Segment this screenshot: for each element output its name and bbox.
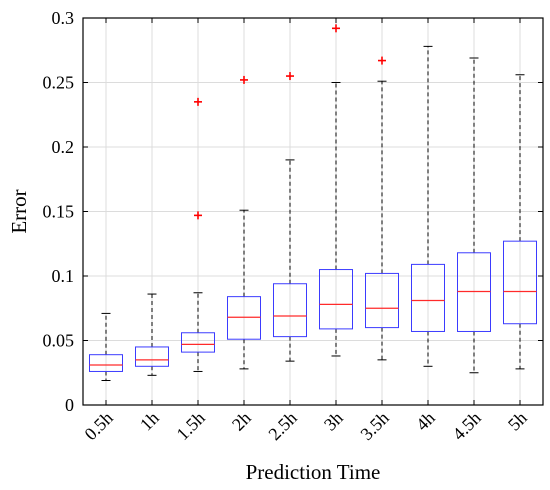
box-series xyxy=(89,24,537,381)
y-tick-label: 0.1 xyxy=(52,266,75,286)
iqr-box xyxy=(503,240,537,325)
box-4.5h xyxy=(457,57,491,374)
y-tick-label: 0.05 xyxy=(43,331,75,351)
box-0.5h xyxy=(89,312,123,381)
box-1h xyxy=(135,293,169,376)
x-tick-label: 4h xyxy=(412,408,439,435)
x-tick-label: 5h xyxy=(504,408,531,435)
y-axis-ticks: 0 0.05 0.1 0.15 0.2 0.25 0.3 xyxy=(43,8,543,415)
outlier-point xyxy=(332,24,340,33)
x-axis-title: Prediction Time xyxy=(246,460,381,484)
iqr-box xyxy=(457,252,491,332)
y-axis-title: Error xyxy=(7,189,31,233)
x-tick-label: 2.5h xyxy=(264,408,300,444)
y-tick-label: 0.3 xyxy=(52,8,75,28)
x-tick-label: 3h xyxy=(320,408,347,435)
outlier-point xyxy=(378,56,386,65)
x-axis-ticks: 0.5h 1h 1.5h 2h 2.5h 3h 3.5h 4h 4.5h 5h xyxy=(80,18,531,444)
iqr-box xyxy=(181,332,215,353)
y-tick-label: 0 xyxy=(65,395,74,415)
iqr-box xyxy=(319,269,353,330)
iqr-box xyxy=(411,263,445,332)
iqr-box xyxy=(365,272,399,329)
outlier-point xyxy=(194,97,202,106)
box-2.5h xyxy=(273,72,307,362)
y-tick-label: 0.25 xyxy=(43,73,75,93)
outlier-point xyxy=(240,75,248,84)
x-tick-label: 1.5h xyxy=(172,408,208,444)
box-4h xyxy=(411,45,445,367)
x-tick-label: 3.5h xyxy=(356,408,392,444)
box-5h xyxy=(503,74,537,370)
box-3.5h xyxy=(365,56,399,361)
box-3h xyxy=(319,24,353,357)
box-2h xyxy=(227,75,261,370)
x-tick-label: 1h xyxy=(136,408,163,435)
y-tick-label: 0.15 xyxy=(43,202,75,222)
outlier-point xyxy=(286,72,294,81)
iqr-box xyxy=(89,354,123,372)
y-tick-label: 0.2 xyxy=(52,137,75,157)
outlier-point xyxy=(194,211,202,220)
x-tick-label: 2h xyxy=(228,408,255,435)
x-tick-label: 0.5h xyxy=(80,408,116,444)
box-1.5h xyxy=(181,97,215,372)
iqr-box xyxy=(227,296,261,340)
iqr-box xyxy=(135,346,169,367)
iqr-box xyxy=(273,283,307,338)
x-tick-label: 4.5h xyxy=(448,408,484,444)
